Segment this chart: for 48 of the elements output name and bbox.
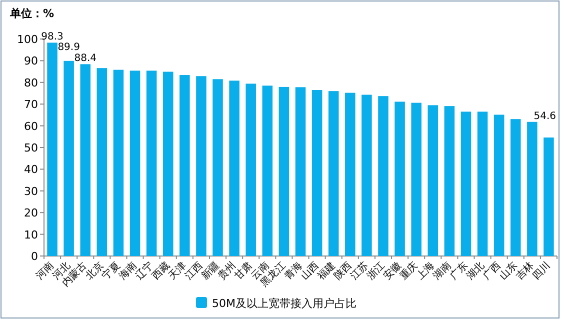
y-tick-label: 20 [24,206,38,220]
bar [394,102,405,256]
bar [196,76,206,256]
bar [96,68,108,256]
y-tick-label: 30 [24,184,38,198]
y-tick-label: 50 [24,142,38,154]
data-label: 89.9 [58,42,80,54]
bar [544,138,554,256]
bar [212,79,223,256]
bar [411,102,422,256]
bar [146,70,157,256]
bar [328,91,339,256]
bar [444,106,455,256]
y-tick-label: 100 [17,33,38,46]
bar [527,122,538,256]
bar [130,70,140,256]
bar [229,80,240,256]
legend-label: 50M及以上宽带接入用户占比 [212,297,356,310]
y-tick-label: 40 [24,163,38,176]
bar [345,92,356,256]
y-tick-label: 10 [24,228,38,242]
y-tick-label: 60 [24,120,38,133]
bar [180,75,190,256]
data-label: 88.4 [74,53,97,64]
bar [262,86,273,256]
y-tick-label: 70 [24,98,38,112]
bar [428,105,438,256]
bar [246,84,256,256]
data-label: 54.6 [534,110,556,122]
bar [460,112,472,256]
bar [278,86,290,256]
bar [362,94,372,256]
bar [113,70,124,256]
bar [378,96,388,256]
bar [295,87,306,256]
bar [47,42,58,256]
bar [64,60,74,256]
y-tick-label: 90 [24,54,38,68]
data-label: 98.3 [41,32,64,43]
bar [80,64,90,256]
bar [312,90,322,256]
bar [162,72,174,256]
bar [494,114,504,256]
y-tick-label: 80 [24,76,38,90]
chart-title: 单位：% [9,7,54,20]
y-tick-label: 0 [31,250,38,263]
bar [477,112,488,256]
bar [510,119,521,256]
